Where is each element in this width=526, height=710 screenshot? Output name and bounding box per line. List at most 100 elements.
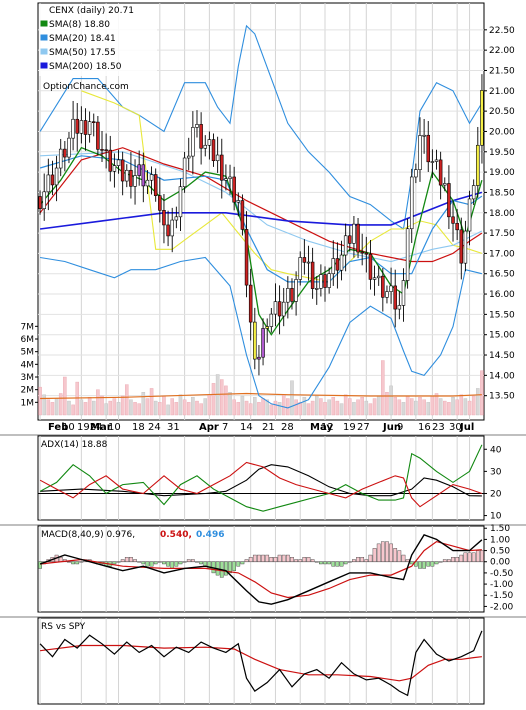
- candle-body: [294, 279, 298, 302]
- candle-body: [244, 229, 249, 286]
- candle-body: [339, 254, 344, 271]
- candle-body: [67, 137, 71, 158]
- adx-panel-frame: [37, 435, 485, 521]
- macd-histogram-bar: [129, 557, 133, 562]
- candle-body: [348, 235, 352, 244]
- x-axis-label: 24: [148, 422, 161, 433]
- volume-bar: [145, 398, 150, 416]
- volume-bar: [409, 398, 414, 416]
- price-tick-label: 14.00: [489, 371, 515, 381]
- legend-swatch: [40, 20, 48, 27]
- candle-body: [451, 216, 455, 224]
- volume-bar: [244, 400, 249, 416]
- candle-body: [269, 313, 274, 327]
- legend-swatch: [40, 48, 48, 55]
- candle-body: [343, 235, 348, 256]
- candle-body: [480, 90, 484, 146]
- macd-histogram-bar: [459, 554, 464, 562]
- volume-bar: [91, 400, 96, 416]
- macd-histogram-bar: [298, 559, 303, 562]
- candle-body: [174, 216, 179, 221]
- candle-body: [182, 157, 187, 188]
- candle-body: [240, 200, 245, 230]
- legend-label: SMA(50) 17.55: [49, 48, 116, 58]
- macd-histogram-bar: [265, 554, 270, 562]
- macd-histogram-bar: [224, 561, 228, 576]
- candle-body: [443, 183, 447, 186]
- legend-label: SMA(20) 18.41: [49, 34, 116, 44]
- volume-bar: [286, 398, 290, 416]
- volume-bar: [87, 397, 92, 416]
- candle-body: [96, 121, 100, 150]
- candle-body: [203, 144, 207, 149]
- x-axis-label: Feb: [48, 422, 68, 433]
- volume-bar: [191, 397, 195, 416]
- volume-average-line: [40, 392, 482, 400]
- volume-bar: [228, 392, 232, 416]
- volume-bar: [314, 395, 319, 416]
- candle-body: [215, 154, 220, 162]
- candle-body: [286, 288, 290, 303]
- candle-body: [129, 169, 133, 187]
- macd-histogram-bar: [145, 561, 150, 567]
- candle-body: [447, 183, 451, 218]
- adx-tick-label: 10: [490, 512, 502, 522]
- macd-histogram-bar: [257, 554, 261, 562]
- candle-body: [83, 120, 88, 135]
- candle-body: [257, 356, 261, 360]
- macd-histogram-bar: [339, 561, 344, 567]
- candle-body: [120, 159, 125, 182]
- x-axis-label: Jun: [382, 422, 401, 433]
- macd-histogram-bar: [199, 561, 203, 565]
- volume-bar: [219, 379, 224, 416]
- volume-bar: [422, 399, 426, 416]
- macd-histogram-bar: [182, 561, 187, 563]
- macd-tick-label: 0.00: [490, 558, 510, 568]
- candle-body: [277, 301, 282, 317]
- candle-body: [393, 285, 397, 310]
- candle-body: [79, 120, 84, 134]
- x-axis-label: 19: [343, 422, 356, 433]
- volume-bar: [306, 403, 311, 416]
- price-tick-label: 15.00: [489, 331, 515, 341]
- volume-bar: [236, 402, 241, 416]
- volume-bar: [112, 398, 117, 416]
- volume-bar: [137, 403, 141, 416]
- macd-histogram-bar: [310, 559, 315, 562]
- volume-bar: [401, 402, 406, 416]
- candle-body: [261, 328, 265, 358]
- price-tick-label: 19.00: [489, 168, 515, 178]
- macd-histogram-bar: [178, 561, 183, 565]
- price-tick-label: 21.00: [489, 87, 515, 97]
- candle-body: [133, 175, 137, 187]
- candle-body: [116, 159, 121, 166]
- price-tick-label: 13.50: [489, 392, 515, 402]
- x-axis-label: 31: [167, 422, 180, 433]
- macd-histogram-bar: [162, 561, 166, 565]
- x-axis-label: 30: [449, 422, 462, 433]
- candle-body: [58, 148, 63, 169]
- candle-body: [306, 261, 311, 264]
- x-axis-label: 10: [62, 422, 75, 433]
- price-tick-label: 16.50: [489, 270, 515, 280]
- price-tick-label: 20.00: [489, 127, 515, 137]
- candle-body: [75, 118, 79, 134]
- macd-histogram-bar: [352, 559, 356, 562]
- price-tick-label: 18.50: [489, 188, 515, 198]
- price-tick-label: 22.00: [489, 46, 515, 56]
- macd-histogram-bar: [368, 554, 373, 562]
- macd-histogram-bar: [331, 561, 336, 567]
- candle-body: [335, 258, 340, 271]
- volume-bar: [67, 400, 71, 416]
- legend-swatch: [40, 6, 48, 13]
- macd-histogram-bar: [79, 561, 84, 563]
- macd-histogram-bar: [405, 559, 410, 562]
- macd-histogram-bar: [380, 541, 385, 562]
- macd-histogram-bar: [356, 557, 360, 562]
- candle-body: [360, 251, 364, 254]
- volume-bar: [467, 400, 472, 416]
- macd-histogram-bar: [451, 557, 455, 562]
- volume-bar: [162, 395, 166, 416]
- candle-body: [422, 134, 426, 137]
- candle-body: [381, 275, 385, 298]
